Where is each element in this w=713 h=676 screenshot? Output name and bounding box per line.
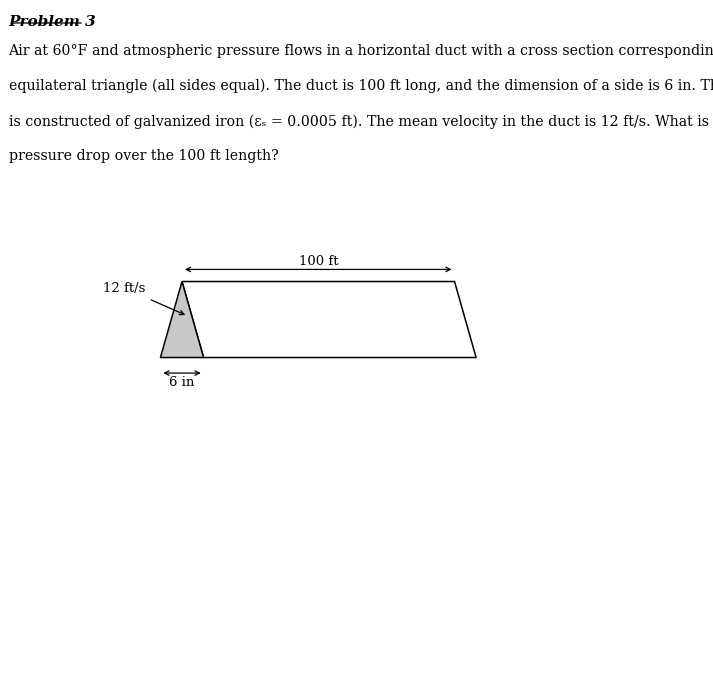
Text: Problem 3: Problem 3	[9, 15, 96, 29]
Text: equilateral triangle (all sides equal). The duct is 100 ft long, and the dimensi: equilateral triangle (all sides equal). …	[9, 79, 713, 93]
Text: Air at 60°F and atmospheric pressure flows in a horizontal duct with a cross sec: Air at 60°F and atmospheric pressure flo…	[9, 44, 713, 58]
Text: 6 in: 6 in	[169, 376, 195, 389]
Text: 12 ft/s: 12 ft/s	[103, 283, 145, 295]
Polygon shape	[182, 281, 476, 358]
Polygon shape	[160, 281, 204, 358]
Text: is constructed of galvanized iron (εₛ = 0.0005 ft). The mean velocity in the duc: is constructed of galvanized iron (εₛ = …	[9, 114, 713, 128]
Text: pressure drop over the 100 ft length?: pressure drop over the 100 ft length?	[9, 149, 278, 164]
Text: 100 ft: 100 ft	[299, 255, 338, 268]
